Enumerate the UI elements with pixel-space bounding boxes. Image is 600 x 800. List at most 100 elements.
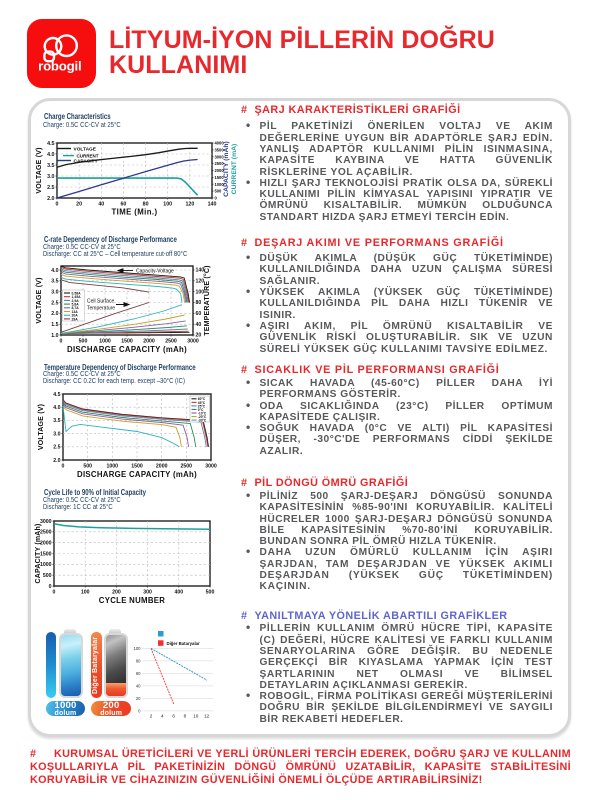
svg-text:VOLTAGE: VOLTAGE xyxy=(74,146,97,152)
svg-text:100: 100 xyxy=(163,202,172,208)
svg-text:0: 0 xyxy=(62,464,65,470)
svg-text:4.5: 4.5 xyxy=(47,141,54,147)
svg-text:5,8A: 5,8A xyxy=(72,303,80,307)
svg-text:2.5: 2.5 xyxy=(51,300,58,306)
svg-text:300: 300 xyxy=(143,590,152,596)
svg-text:2000: 2000 xyxy=(215,168,225,173)
svg-text:Diğer Bataryalar: Diğer Bataryalar xyxy=(167,641,201,646)
svg-text:140: 140 xyxy=(196,268,205,274)
svg-text:VOLTAGE (V): VOLTAGE (V) xyxy=(36,277,43,323)
svg-text:3.5: 3.5 xyxy=(53,418,60,424)
svg-text:TEMPERATURE (°C): TEMPERATURE (°C) xyxy=(203,265,211,335)
svg-text:4.0: 4.0 xyxy=(47,152,54,158)
svg-text:-20°C: -20°C xyxy=(198,415,207,419)
svg-text:-30°C: -30°C xyxy=(198,419,207,423)
svg-text:2500: 2500 xyxy=(165,339,177,345)
svg-text:40: 40 xyxy=(136,683,141,688)
svg-text:4.5: 4.5 xyxy=(53,392,60,398)
svg-text:2.0: 2.0 xyxy=(47,196,54,202)
svg-text:3500: 3500 xyxy=(215,148,225,153)
svg-text:80: 80 xyxy=(143,202,149,208)
svg-text:-10°C: -10°C xyxy=(198,411,207,415)
svg-text:500: 500 xyxy=(215,189,223,194)
svg-text:10: 10 xyxy=(193,714,199,719)
svg-text:1500: 1500 xyxy=(131,464,143,470)
svg-text:100: 100 xyxy=(81,590,90,596)
svg-text:CAPACITY: CAPACITY xyxy=(74,158,99,164)
svg-text:DISCHARGE CAPACITY (mAh): DISCHARGE CAPACITY (mAh) xyxy=(67,345,187,354)
svg-text:1500: 1500 xyxy=(121,339,133,345)
svg-text:3.5: 3.5 xyxy=(47,163,54,169)
svg-text:1.0: 1.0 xyxy=(51,333,58,339)
svg-text:100: 100 xyxy=(196,289,205,295)
svg-text:8,7A: 8,7A xyxy=(72,306,80,310)
svg-text:12: 12 xyxy=(204,714,210,719)
svg-text:4000: 4000 xyxy=(215,141,225,146)
svg-text:6: 6 xyxy=(172,714,175,719)
svg-text:Capacity-Voltage: Capacity-Voltage xyxy=(136,268,174,274)
svg-text:1000: 1000 xyxy=(215,182,225,187)
svg-text:2500: 2500 xyxy=(40,530,52,536)
svg-text:0: 0 xyxy=(215,196,218,201)
svg-text:1.5: 1.5 xyxy=(51,322,58,328)
svg-text:3000: 3000 xyxy=(187,339,199,345)
svg-text:3000: 3000 xyxy=(215,154,225,159)
svg-text:DISCHARGE CAPACITY (mAh): DISCHARGE CAPACITY (mAh) xyxy=(77,470,197,479)
svg-text:20A: 20A xyxy=(72,314,79,318)
svg-text:4.0: 4.0 xyxy=(51,268,58,274)
svg-text:2000: 2000 xyxy=(156,464,168,470)
svg-text:VOLTAGE (V): VOLTAGE (V) xyxy=(36,147,43,193)
svg-text:60: 60 xyxy=(196,311,202,317)
svg-text:20: 20 xyxy=(76,202,82,208)
svg-text:45°C: 45°C xyxy=(198,401,206,405)
svg-text:500: 500 xyxy=(79,339,88,345)
svg-text:40: 40 xyxy=(98,202,104,208)
svg-text:4.0: 4.0 xyxy=(53,405,60,411)
svg-text:3000: 3000 xyxy=(40,519,52,525)
svg-text:13A: 13A xyxy=(72,310,79,314)
svg-text:2500: 2500 xyxy=(215,161,225,166)
svg-text:0: 0 xyxy=(53,590,56,596)
svg-text:8: 8 xyxy=(184,714,187,719)
svg-text:3.5: 3.5 xyxy=(51,279,58,285)
svg-text:CURRENT (mA): CURRENT (mA) xyxy=(231,144,238,195)
svg-text:500: 500 xyxy=(83,464,92,470)
svg-text:60: 60 xyxy=(136,671,141,676)
svg-text:2.0: 2.0 xyxy=(51,311,58,317)
svg-text:0: 0 xyxy=(60,339,63,345)
svg-text:Temperature: Temperature xyxy=(87,306,115,312)
svg-text:200: 200 xyxy=(112,590,121,596)
svg-text:60: 60 xyxy=(120,202,126,208)
svg-text:1,45A: 1,45A xyxy=(72,295,82,299)
svg-text:80: 80 xyxy=(136,658,141,663)
svg-text:2000: 2000 xyxy=(143,339,155,345)
svg-text:500: 500 xyxy=(43,573,52,579)
svg-text:0: 0 xyxy=(138,708,141,713)
svg-text:1000: 1000 xyxy=(99,339,111,345)
svg-text:2.5: 2.5 xyxy=(53,445,60,451)
svg-text:500: 500 xyxy=(206,590,215,596)
svg-text:VOLTAGE (V): VOLTAGE (V) xyxy=(38,404,45,450)
svg-text:CURRENT: CURRENT xyxy=(77,153,99,158)
svg-text:20: 20 xyxy=(196,333,202,339)
svg-text:2.0: 2.0 xyxy=(53,458,60,464)
svg-text:1500: 1500 xyxy=(215,175,225,180)
svg-text:0°C: 0°C xyxy=(198,408,204,412)
svg-text:2000: 2000 xyxy=(40,541,52,547)
svg-text:3000: 3000 xyxy=(205,464,217,470)
svg-text:80: 80 xyxy=(196,300,202,306)
svg-text:0: 0 xyxy=(49,584,52,590)
svg-text:25°C: 25°C xyxy=(198,404,206,408)
svg-text:20: 20 xyxy=(136,696,141,701)
svg-text:40: 40 xyxy=(196,322,202,328)
svg-text:120: 120 xyxy=(196,279,205,285)
svg-text:Cell Surface: Cell Surface xyxy=(87,299,114,305)
svg-text:robogil: robogil xyxy=(38,59,81,74)
svg-text:1000: 1000 xyxy=(107,464,119,470)
svg-text:CAPACITY (mAh): CAPACITY (mAh) xyxy=(223,141,230,197)
svg-text:TIME (Min.): TIME (Min.) xyxy=(112,208,158,217)
svg-text:CYCLE NUMBER: CYCLE NUMBER xyxy=(99,596,165,605)
svg-text:0,58A: 0,58A xyxy=(72,291,82,295)
svg-text:1500: 1500 xyxy=(40,551,52,557)
svg-text:400: 400 xyxy=(174,590,183,596)
